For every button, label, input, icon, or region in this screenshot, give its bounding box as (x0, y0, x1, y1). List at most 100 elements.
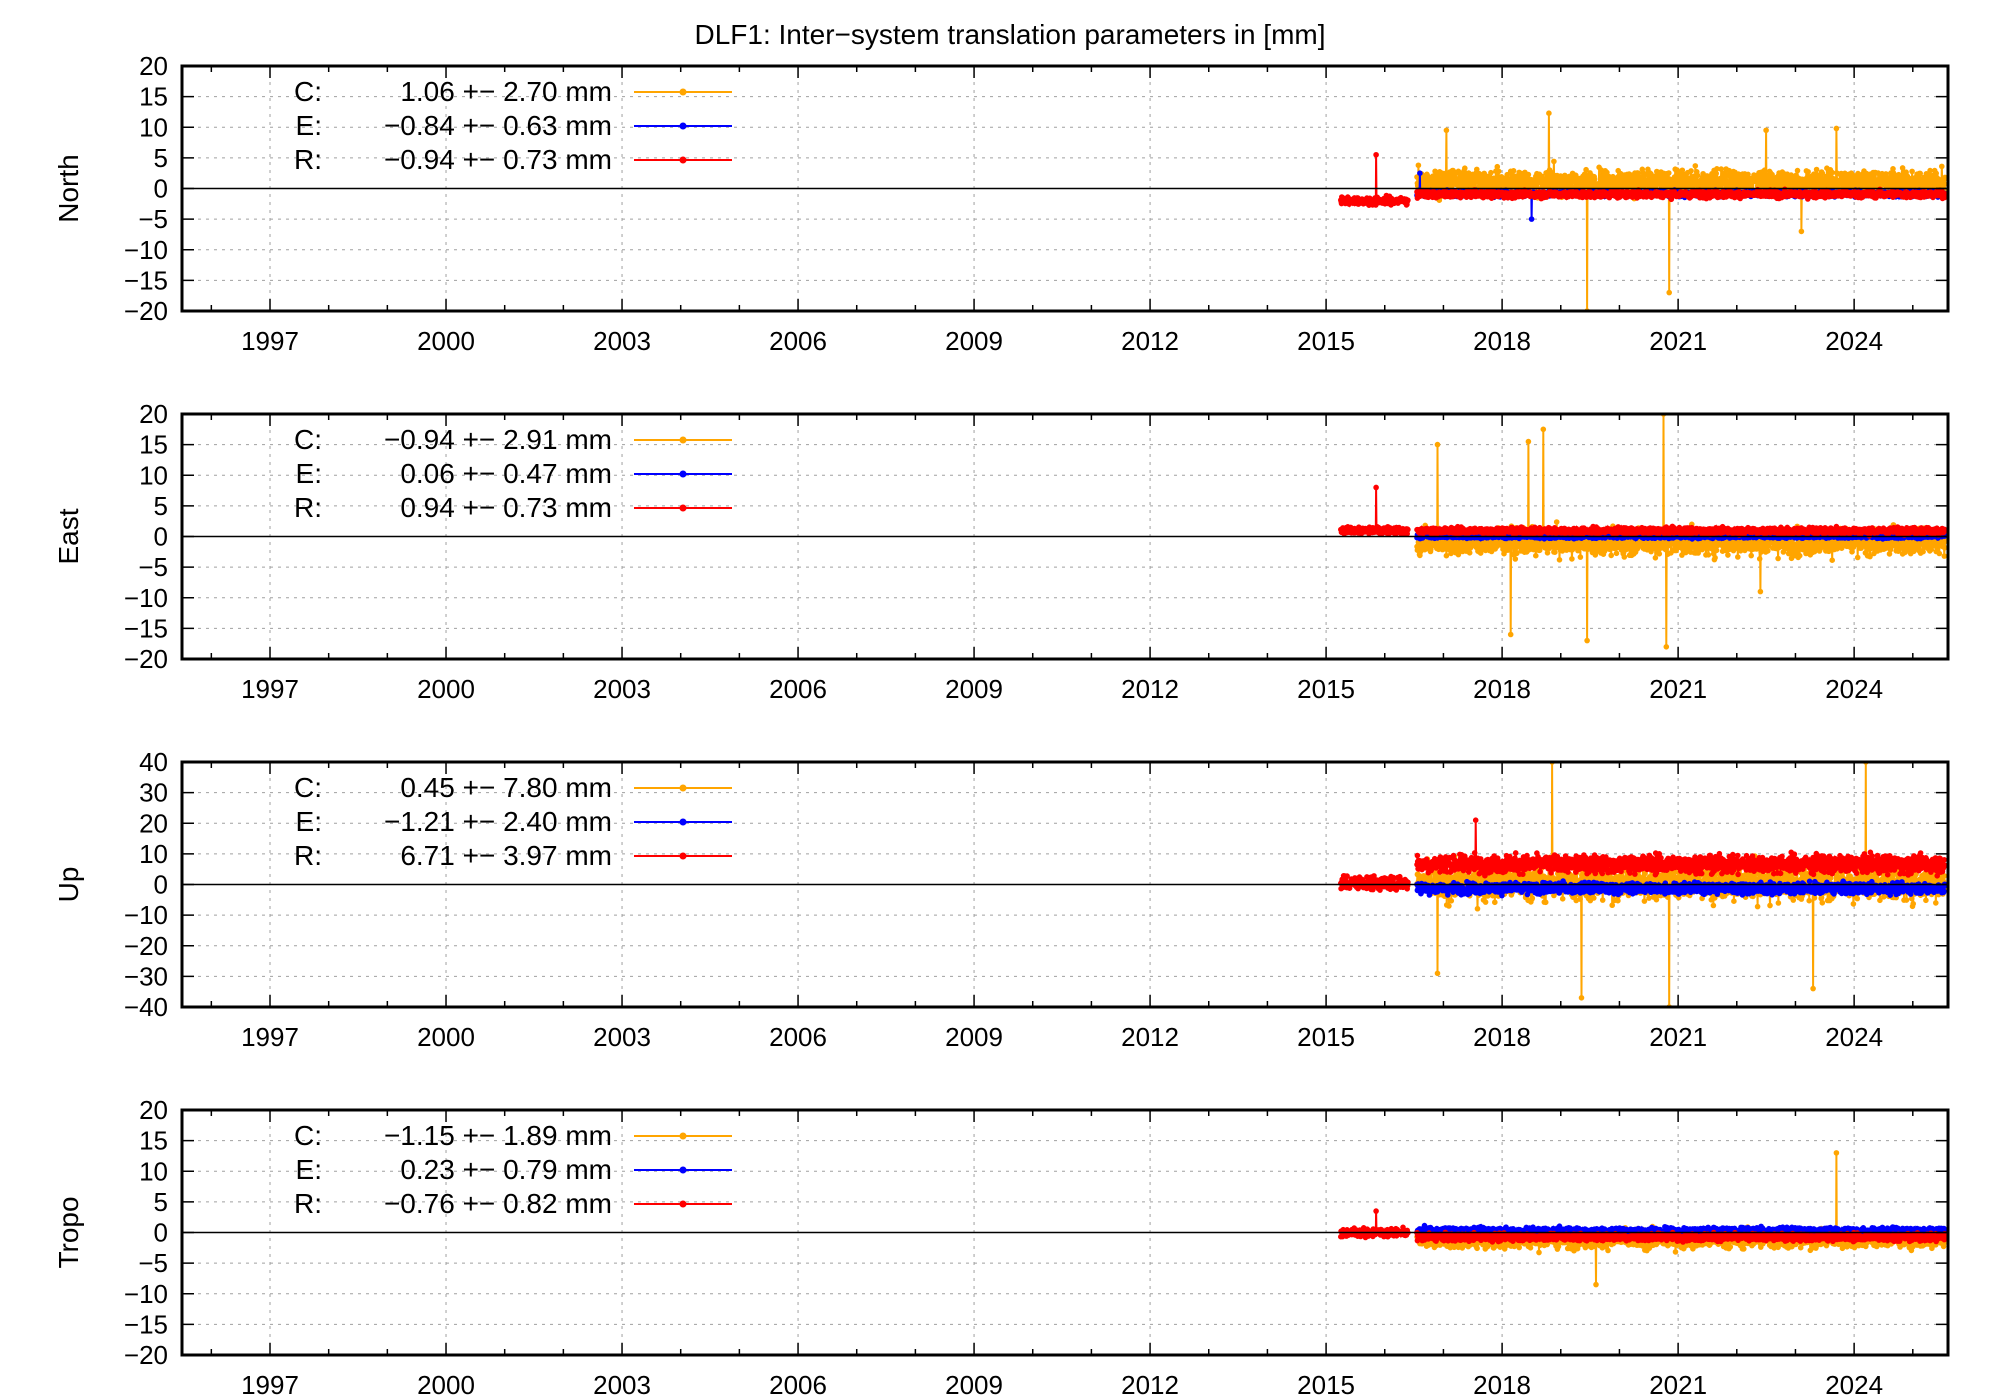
y-tick-label: 15 (139, 1126, 168, 1156)
legend: C: 0.45 +− 7.80 mm E: −1.21 +− 2.40 mm R: 6.7… (294, 772, 732, 871)
series-line-C (1416, 113, 1946, 311)
series-points-R (1338, 484, 1948, 539)
x-tick-label: 2015 (1297, 1022, 1355, 1052)
y-tick-label: 0 (154, 1218, 168, 1248)
legend-marker (679, 1200, 687, 1208)
y-tick-label: −10 (124, 900, 168, 930)
y-tick-label: 20 (139, 51, 168, 81)
x-tick-label: 2003 (593, 674, 651, 704)
y-tick-label: 0 (154, 870, 168, 900)
legend-marker (679, 156, 687, 164)
x-tick-label: 2024 (1825, 1370, 1883, 1400)
y-tick-label: 10 (139, 1156, 168, 1186)
legend-marker (679, 470, 687, 478)
panels: 1997 2000 2003 2006 2009 2012 2015 2018 2021 2024… (53, 51, 1950, 1400)
x-tick-label: 2006 (769, 1370, 827, 1400)
x-tick-label: 2021 (1649, 1022, 1707, 1052)
x-tick-label: 2015 (1297, 674, 1355, 704)
legend-system: R: (294, 492, 322, 523)
legend-stat: 0.94 +− 0.73 mm (400, 492, 612, 523)
x-tick-label: 2021 (1649, 1370, 1707, 1400)
y-tick-label: 5 (154, 1187, 168, 1217)
series-group (1338, 1150, 1948, 1288)
legend-stat: −1.15 +− 1.89 mm (384, 1120, 612, 1151)
y-tick-label: 0 (154, 522, 168, 552)
legend: C: −1.15 +− 1.89 mm E: 0.23 +− 0.79 mm R: −0.… (294, 1120, 732, 1219)
y-axis-label: Tropo (53, 1196, 84, 1268)
legend-stat: 6.71 +− 3.97 mm (400, 840, 612, 871)
legend-stat: 0.23 +− 0.79 mm (400, 1154, 612, 1185)
legend-stat: −0.94 +− 2.91 mm (384, 424, 612, 455)
x-tick-label: 1997 (241, 1022, 299, 1052)
y-tick-label: 0 (154, 174, 168, 204)
panel-up: 1997 2000 2003 2006 2009 2012 2015 2018 2021 2024… (53, 747, 1950, 1052)
legend-marker (679, 818, 687, 826)
legend: C: −0.94 +− 2.91 mm E: 0.06 +− 0.47 mm R: 0.9… (294, 424, 732, 523)
x-tick-label: 2012 (1121, 1370, 1179, 1400)
y-tick-label: 30 (139, 778, 168, 808)
y-tick-label: 15 (139, 82, 168, 112)
x-tick-label: 2006 (769, 1022, 827, 1052)
series-points-R (1338, 151, 1948, 208)
legend-system: E: (296, 1154, 322, 1185)
legend-marker (679, 784, 687, 792)
legend-system: R: (294, 840, 322, 871)
x-tick-label: 2012 (1121, 1022, 1179, 1052)
legend-marker (679, 1166, 687, 1174)
y-tick-label: −5 (138, 552, 168, 582)
series-points-R (1338, 1208, 1948, 1245)
series-C (1414, 1150, 1948, 1288)
y-tick-label: 10 (139, 112, 168, 142)
legend-stat: −0.94 +− 0.73 mm (384, 144, 612, 175)
x-tick-label: 2024 (1825, 674, 1883, 704)
y-tick-label: −15 (124, 265, 168, 295)
x-tick-label: 2000 (417, 674, 475, 704)
y-tick-label: −40 (124, 992, 168, 1022)
panel-tropo: 1997 2000 2003 2006 2009 2012 2015 2018 2021 2024… (53, 1095, 1950, 1400)
y-tick-label: −15 (124, 613, 168, 643)
series-R (1338, 484, 1948, 539)
panel-north: 1997 2000 2003 2006 2009 2012 2015 2018 2021 2024… (53, 51, 1950, 356)
series-points-E (1414, 878, 1948, 899)
y-tick-label: 5 (154, 491, 168, 521)
series-R (1338, 817, 1948, 893)
legend-system: C: (294, 772, 322, 803)
y-tick-label: −20 (124, 644, 168, 674)
y-tick-label: −10 (124, 583, 168, 613)
legend-system: C: (294, 1120, 322, 1151)
y-tick-label: −5 (138, 204, 168, 234)
series-points-R (1338, 817, 1948, 893)
x-tick-label: 2018 (1473, 326, 1531, 356)
x-tick-label: 2006 (769, 326, 827, 356)
x-tick-label: 2000 (417, 326, 475, 356)
legend-stat: −0.76 +− 0.82 mm (384, 1188, 612, 1219)
y-tick-label: −10 (124, 1279, 168, 1309)
y-tick-label: −5 (138, 1248, 168, 1278)
legend-stat: 0.45 +− 7.80 mm (400, 772, 612, 803)
x-tick-label: 2000 (417, 1022, 475, 1052)
x-tick-label: 2009 (945, 1022, 1003, 1052)
legend-marker (679, 436, 687, 444)
y-tick-label: −20 (124, 1340, 168, 1370)
panel-east: 1997 2000 2003 2006 2009 2012 2015 2018 2021 2024… (53, 399, 1950, 704)
y-axis-label: East (53, 508, 84, 564)
legend-marker (679, 122, 687, 130)
chart-title: DLF1: Inter−system translation parameter… (695, 19, 1326, 50)
y-tick-label: −30 (124, 961, 168, 991)
series-group (1338, 414, 1948, 650)
x-tick-label: 2003 (593, 1022, 651, 1052)
legend-system: E: (296, 806, 322, 837)
x-tick-label: 1997 (241, 674, 299, 704)
x-tick-label: 2024 (1825, 1022, 1883, 1052)
legend-marker (679, 504, 687, 512)
y-tick-label: 5 (154, 143, 168, 173)
y-tick-label: −15 (124, 1309, 168, 1339)
y-tick-label: −20 (124, 296, 168, 326)
x-tick-label: 2021 (1649, 674, 1707, 704)
legend-system: R: (294, 144, 322, 175)
y-tick-label: −10 (124, 235, 168, 265)
legend-stat: 1.06 +− 2.70 mm (400, 76, 612, 107)
y-axis-label: Up (53, 867, 84, 903)
series-points-C (1414, 110, 1948, 311)
